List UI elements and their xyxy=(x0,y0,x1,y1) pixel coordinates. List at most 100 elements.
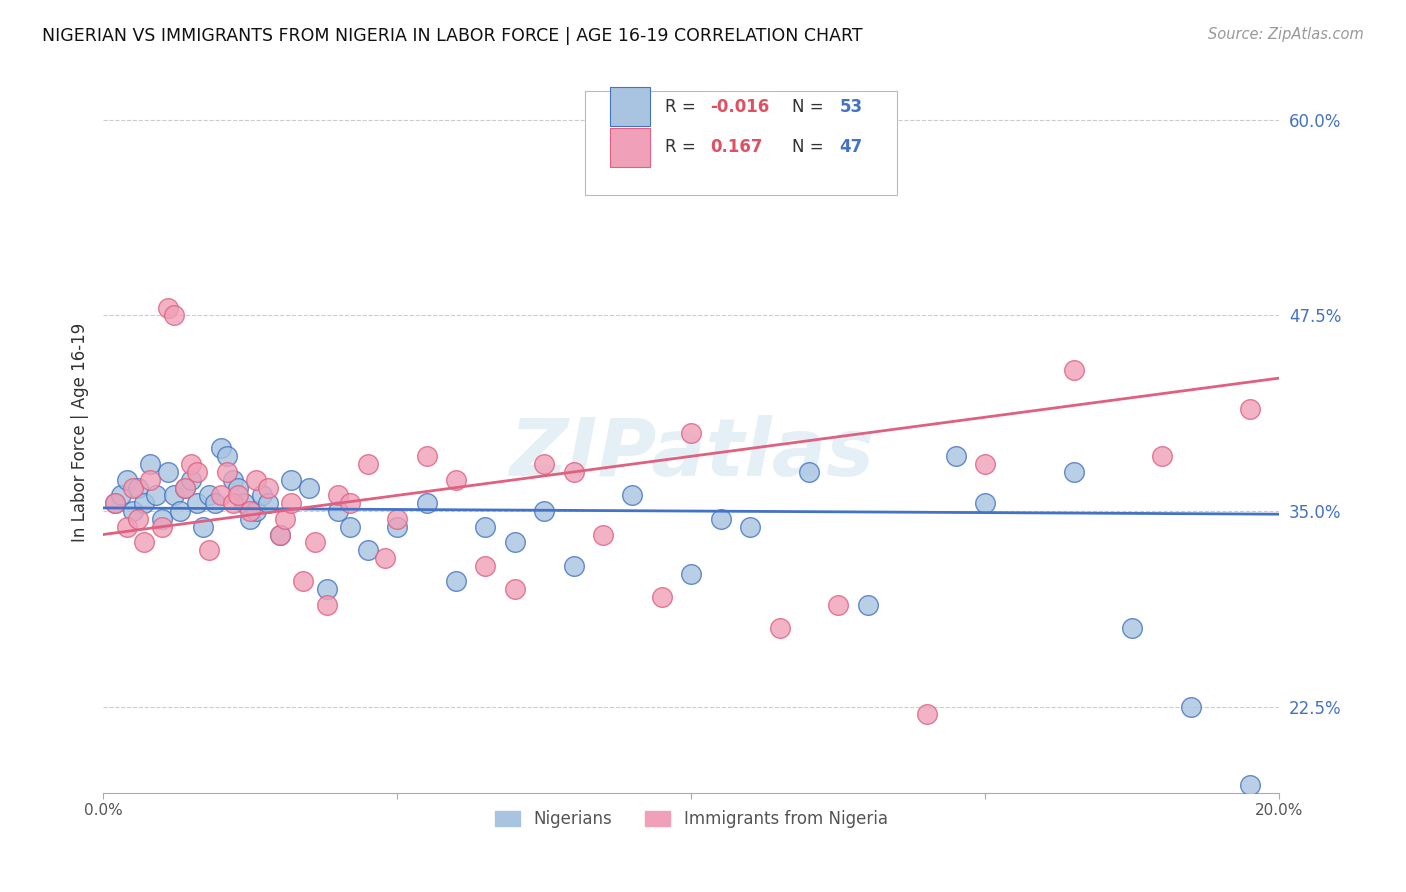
Point xyxy=(621,488,644,502)
Point xyxy=(415,450,437,464)
Point xyxy=(474,519,496,533)
Point xyxy=(292,574,315,589)
Point xyxy=(503,535,526,549)
Point xyxy=(228,488,250,502)
Point xyxy=(198,543,221,558)
Point xyxy=(474,558,496,573)
Point xyxy=(139,473,162,487)
Point xyxy=(444,574,467,589)
Point xyxy=(740,519,762,533)
Point xyxy=(315,598,337,612)
Point xyxy=(374,551,396,566)
Text: Source: ZipAtlas.com: Source: ZipAtlas.com xyxy=(1208,27,1364,42)
Point xyxy=(315,582,337,597)
Point xyxy=(163,309,186,323)
Point xyxy=(974,457,997,471)
Point xyxy=(974,496,997,510)
Point xyxy=(298,481,321,495)
Point xyxy=(274,512,297,526)
FancyBboxPatch shape xyxy=(610,87,650,127)
Point xyxy=(134,535,156,549)
Point xyxy=(115,473,138,487)
Point xyxy=(186,496,208,510)
Point xyxy=(651,590,673,604)
Point xyxy=(357,543,380,558)
Point xyxy=(215,465,238,479)
Point xyxy=(1180,699,1202,714)
Point xyxy=(204,496,226,510)
Point xyxy=(856,598,879,612)
Point xyxy=(186,465,208,479)
Point xyxy=(328,504,350,518)
Point xyxy=(1063,465,1085,479)
Point xyxy=(339,496,361,510)
Point xyxy=(533,504,555,518)
Point xyxy=(562,558,585,573)
Point xyxy=(139,457,162,471)
Text: NIGERIAN VS IMMIGRANTS FROM NIGERIA IN LABOR FORCE | AGE 16-19 CORRELATION CHART: NIGERIAN VS IMMIGRANTS FROM NIGERIA IN L… xyxy=(42,27,863,45)
Text: ZIPatlas: ZIPatlas xyxy=(509,416,873,493)
Point xyxy=(174,481,197,495)
Point xyxy=(768,621,790,635)
Point xyxy=(245,504,267,518)
Point xyxy=(150,512,173,526)
Point xyxy=(681,566,703,581)
Point xyxy=(328,488,350,502)
Point xyxy=(180,473,202,487)
Point xyxy=(245,473,267,487)
Point xyxy=(150,519,173,533)
Point xyxy=(1063,363,1085,377)
Text: 47: 47 xyxy=(839,138,863,156)
Text: 53: 53 xyxy=(839,98,863,116)
Point xyxy=(145,488,167,502)
Text: R =: R = xyxy=(665,98,702,116)
Point xyxy=(269,527,291,541)
Text: 0.167: 0.167 xyxy=(710,138,762,156)
Point xyxy=(827,598,849,612)
Text: N =: N = xyxy=(793,138,830,156)
Text: -0.016: -0.016 xyxy=(710,98,769,116)
Point xyxy=(444,473,467,487)
Point xyxy=(269,527,291,541)
Point xyxy=(104,496,127,510)
Point xyxy=(127,512,149,526)
Point xyxy=(533,457,555,471)
Point xyxy=(121,481,143,495)
Point xyxy=(228,481,250,495)
FancyBboxPatch shape xyxy=(610,128,650,167)
Point xyxy=(239,512,262,526)
Point xyxy=(221,473,243,487)
Point xyxy=(1239,778,1261,792)
Point xyxy=(215,450,238,464)
Point xyxy=(503,582,526,597)
Point xyxy=(121,504,143,518)
Point xyxy=(387,512,409,526)
Text: R =: R = xyxy=(665,138,707,156)
Point xyxy=(191,519,214,533)
Point xyxy=(156,301,179,315)
Point xyxy=(163,488,186,502)
Y-axis label: In Labor Force | Age 16-19: In Labor Force | Age 16-19 xyxy=(72,323,89,542)
Point xyxy=(209,442,232,456)
Point xyxy=(239,504,262,518)
Point xyxy=(156,465,179,479)
Point xyxy=(221,496,243,510)
Point xyxy=(304,535,326,549)
Point xyxy=(209,488,232,502)
Point xyxy=(280,496,302,510)
Point xyxy=(915,707,938,722)
Point xyxy=(127,481,149,495)
Point xyxy=(387,519,409,533)
Point xyxy=(174,481,197,495)
Point xyxy=(592,527,614,541)
Point xyxy=(280,473,302,487)
Point xyxy=(415,496,437,510)
Point xyxy=(562,465,585,479)
Point xyxy=(250,488,273,502)
Point xyxy=(110,488,132,502)
Point xyxy=(945,450,967,464)
Point xyxy=(357,457,380,471)
Point xyxy=(681,425,703,440)
Point xyxy=(710,512,733,526)
Point xyxy=(115,519,138,533)
